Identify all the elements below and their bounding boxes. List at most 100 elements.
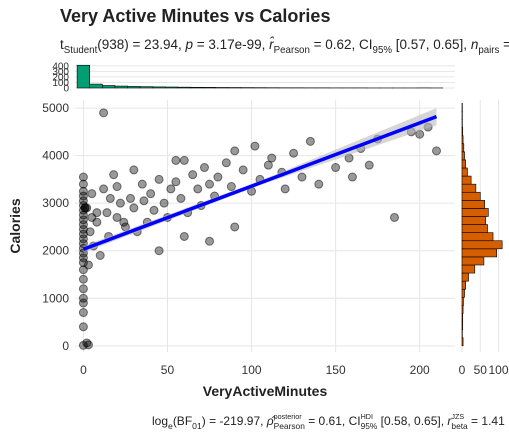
point <box>78 210 88 220</box>
x-tick-label: 100 <box>489 363 509 377</box>
point <box>154 174 164 184</box>
point <box>199 163 209 173</box>
subscript: 95% <box>373 45 393 56</box>
y-tick-label: 200 <box>52 72 69 83</box>
point <box>205 179 215 189</box>
text-part: ρ̂ <box>266 414 276 428</box>
histogram-bar <box>461 175 472 185</box>
chart-title: Very Active Minutes vs Calories <box>60 6 330 26</box>
point <box>85 227 95 237</box>
text-part: = 3.17e-99, <box>193 37 269 52</box>
histogram-bar <box>461 240 503 250</box>
point <box>78 308 88 318</box>
point <box>221 158 231 168</box>
text-part: r̂ <box>269 36 275 52</box>
point <box>99 184 109 194</box>
point <box>99 108 109 118</box>
point <box>78 172 88 182</box>
chart-subtitle: tStudent​(938) = 23.94, p = 3.17e-99, r̂… <box>60 36 509 56</box>
point <box>188 170 198 180</box>
point <box>78 284 88 294</box>
point <box>364 160 374 170</box>
point <box>78 298 88 308</box>
x-tick-label: 150 <box>326 363 346 377</box>
point <box>166 184 176 194</box>
text-part: [0.58, 0.65], <box>377 414 447 428</box>
point <box>82 203 92 213</box>
x-axis-label: VeryActiveMinutes <box>203 383 328 399</box>
point <box>119 217 129 227</box>
point <box>314 179 324 189</box>
histogram-bar <box>461 313 464 322</box>
histogram-bar <box>89 83 103 89</box>
point <box>230 146 240 156</box>
point <box>193 184 203 194</box>
chart-caption: loge​(BF01​) = -219.97, ρ̂posteriorPears… <box>152 412 505 431</box>
histogram-bar <box>461 305 464 314</box>
histogram-bar <box>127 86 141 89</box>
text-part: p <box>184 37 193 52</box>
text-part: ) = -219.97, <box>202 414 267 428</box>
histogram-bar <box>461 337 464 347</box>
text-part: log <box>152 414 168 428</box>
histogram-bar <box>461 127 464 136</box>
histogram-bar <box>461 216 487 225</box>
histogram-bar <box>461 135 464 145</box>
histogram-bar <box>461 256 485 266</box>
text-part: (BF <box>173 414 192 428</box>
histogram-bar <box>461 200 485 209</box>
point <box>87 189 97 199</box>
point <box>78 293 88 303</box>
point <box>205 236 215 246</box>
point <box>78 234 88 244</box>
point <box>139 196 149 206</box>
point <box>137 179 147 189</box>
histogram-bar <box>461 232 494 242</box>
histogram-bar <box>461 280 466 290</box>
point <box>238 165 248 175</box>
text-part: = 940 <box>499 37 509 52</box>
histogram-bar <box>461 191 481 201</box>
point <box>78 322 88 332</box>
histogram-bar <box>461 272 469 282</box>
point <box>280 184 290 194</box>
histogram-bar <box>461 151 465 161</box>
point <box>146 189 156 199</box>
histogram-bar <box>461 183 477 193</box>
point <box>230 222 240 232</box>
histogram-bar <box>177 86 191 89</box>
histogram-bar <box>461 321 464 330</box>
point <box>112 182 122 192</box>
text-part: = 0.62, CI <box>310 37 373 52</box>
histogram-bar <box>461 208 489 217</box>
subscript: Pearson <box>274 421 306 431</box>
point <box>78 186 88 196</box>
point <box>171 177 181 187</box>
histogram-bar <box>461 248 497 258</box>
point <box>83 340 93 350</box>
point <box>115 198 125 208</box>
point <box>159 198 169 208</box>
histogram-bar <box>461 264 476 274</box>
point <box>125 193 135 203</box>
histogram-bar <box>76 64 91 89</box>
point <box>83 260 93 270</box>
point <box>154 246 164 256</box>
histogram-bar <box>190 86 204 89</box>
text-part: (938) = 23.94, <box>97 37 185 52</box>
superscript: HDI <box>361 412 373 421</box>
y-tick-label: 100 <box>52 78 69 89</box>
point <box>179 155 189 165</box>
y-tick-label: 2000 <box>42 244 69 258</box>
text-part: [0.57, 0.65], <box>392 37 471 52</box>
superscript: JZS <box>451 412 464 421</box>
y-tick-label: 1000 <box>42 291 69 305</box>
subscript: beta <box>451 421 468 431</box>
regression-line <box>82 115 438 251</box>
histogram-bar <box>114 85 128 89</box>
point <box>267 153 277 163</box>
histogram-bar <box>461 167 468 177</box>
x-tick-label: 50 <box>161 363 175 377</box>
subscript: 01 <box>192 421 202 431</box>
point <box>105 193 115 203</box>
